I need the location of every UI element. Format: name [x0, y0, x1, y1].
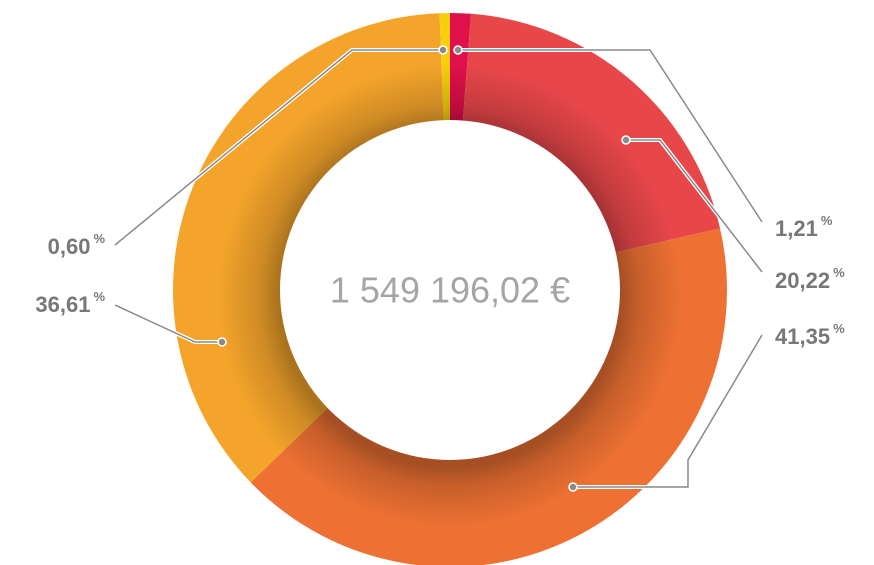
donut-hole [280, 120, 620, 460]
leader-line [626, 139, 763, 273]
value-label-unit: % [821, 213, 833, 228]
leader-line [114, 304, 222, 343]
leader-dot [568, 482, 578, 492]
value-label-number: 0,60 [48, 234, 91, 259]
value-label-unit: % [833, 321, 845, 336]
value-label-number: 36,61 [35, 292, 90, 317]
center-total: 1 549 196,02 € [330, 270, 570, 311]
leader-line [458, 49, 763, 223]
value-label-unit: % [833, 265, 845, 280]
value-label-number: 20,22 [775, 268, 830, 293]
value-label-unit: % [93, 289, 105, 304]
value-label-number: 41,35 [775, 324, 830, 349]
leader-dot [621, 135, 631, 145]
leader-line [114, 49, 443, 246]
leader-line [573, 334, 763, 488]
value-label-number: 1,21 [775, 216, 818, 241]
value-label: 36,61% [35, 289, 105, 316]
value-label-unit: % [93, 231, 105, 246]
leaders: 1,21 %20,22 %41,35 %36,61 %0,60% [35, 45, 845, 492]
value-label: 41,35% [775, 321, 845, 348]
leader-dot [453, 45, 463, 55]
value-label: 20,22% [775, 265, 845, 292]
leader-dot [217, 337, 227, 347]
leader-dot [438, 45, 448, 55]
value-label: 0,60% [48, 231, 106, 258]
value-label: 1,21% [775, 213, 833, 240]
